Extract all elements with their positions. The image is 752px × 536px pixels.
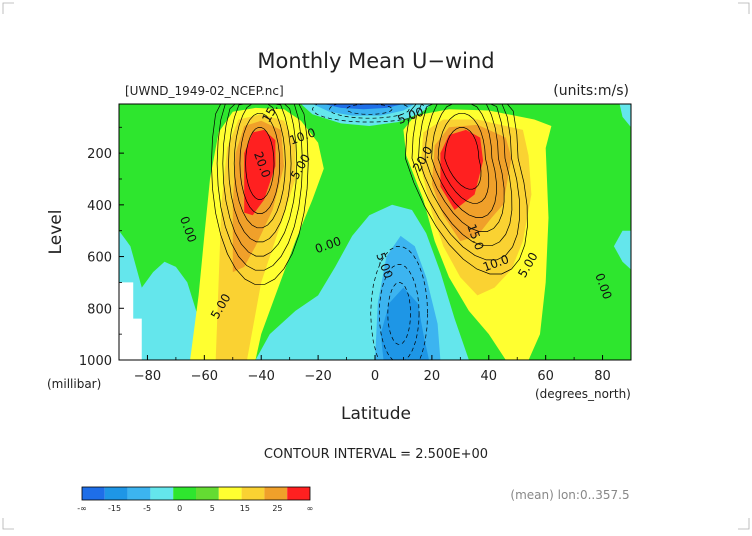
contour-line-south — [216, 104, 303, 271]
corner-marks — [2, 2, 750, 530]
band-easterly-mid-core — [380, 287, 429, 360]
colorbar-tick-label: -15 — [108, 504, 121, 513]
colorbar-swatch — [264, 487, 288, 500]
colorbar-tick-label: 0 — [177, 504, 182, 513]
x-unit-label: (degrees_north) — [535, 387, 631, 401]
colorbar: -∞ -15 -5 0 5 15 25 ∞ — [77, 486, 314, 513]
contour-line-top — [329, 104, 410, 119]
contour-line-easterly — [387, 282, 411, 345]
contour-line-south — [228, 104, 292, 243]
contour-line-south — [233, 104, 286, 229]
contour-line-south — [245, 127, 275, 200]
y-unit-label: (millibar) — [47, 377, 101, 391]
x-tick-label: 40 — [481, 369, 498, 384]
colorbar-tick-label: -∞ — [77, 504, 87, 513]
units-label: (units:m/s) — [553, 83, 629, 99]
colorbar-swatch — [150, 487, 174, 500]
colorbar-tick-label: -5 — [143, 504, 151, 513]
colorbar-swatch — [173, 487, 196, 500]
contour-line-north — [444, 127, 482, 190]
y-axis: 200 400 600 800 1000 — [79, 126, 124, 369]
x-axis-label: Latitude — [341, 404, 411, 424]
colorbar-swatch — [127, 487, 151, 500]
contour-line-layer — [211, 104, 528, 360]
contour-line-north — [418, 104, 513, 247]
contour-line-south — [239, 112, 281, 214]
colorbar-tick-label: 5 — [210, 504, 215, 513]
y-axis-label: Level — [46, 210, 66, 255]
contour-line-north — [424, 104, 505, 232]
footer-label: (mean) lon:0..357.5 — [510, 488, 629, 502]
contour-line-top — [312, 104, 427, 123]
colorbar-swatch — [82, 487, 105, 500]
x-tick-label: 20 — [424, 369, 441, 384]
contour-line-north — [405, 104, 528, 275]
x-tick-label: −40 — [248, 369, 275, 384]
colorbar-swatch — [104, 487, 128, 500]
colorbar-tick-label: 15 — [240, 504, 250, 513]
colorbar-swatch — [218, 487, 242, 500]
y-tick-label: 400 — [87, 199, 112, 214]
colorbar-swatch — [241, 487, 265, 500]
contour-line-easterly — [370, 246, 428, 360]
contour-interval-label: CONTOUR INTERVAL = 2.500E+00 — [264, 447, 488, 462]
contour-line-north — [431, 104, 497, 218]
band-north-jet-25 — [440, 129, 484, 210]
x-tick-label: −20 — [304, 369, 331, 384]
file-label: [UWND_1949-02_NCEP.nc] — [125, 84, 284, 98]
chart-title: Monthly Mean U−wind — [257, 49, 494, 73]
x-tick-label: 60 — [537, 369, 554, 384]
x-tick-label: −60 — [191, 369, 218, 384]
contour-line-easterly — [378, 264, 420, 360]
x-axis: −80 −60 −40 −20 0 20 40 60 80 — [118, 355, 632, 384]
contour-line-south — [222, 104, 298, 257]
y-tick-label: 800 — [87, 302, 112, 317]
x-tick-label: 80 — [594, 369, 611, 384]
x-tick-label: 0 — [371, 369, 379, 384]
contour-line-north — [411, 104, 520, 261]
contour-line-north — [437, 112, 490, 204]
y-tick-label: 1000 — [79, 354, 112, 369]
contour-line-south — [211, 104, 309, 285]
colorbar-tick-label: ∞ — [307, 504, 314, 513]
colorbar-frame — [81, 486, 311, 501]
band-easterly-polar-north — [619, 104, 631, 128]
y-tick-label: 200 — [87, 147, 112, 162]
colorbar-swatch — [196, 487, 219, 500]
colorbar-tick-label: 25 — [272, 504, 282, 513]
band-easterly-polar-north-low — [613, 230, 631, 270]
no-data-region — [119, 282, 142, 360]
x-tick-label: −80 — [134, 369, 161, 384]
y-tick-label: 600 — [87, 251, 112, 266]
colorbar-swatch — [287, 487, 310, 500]
